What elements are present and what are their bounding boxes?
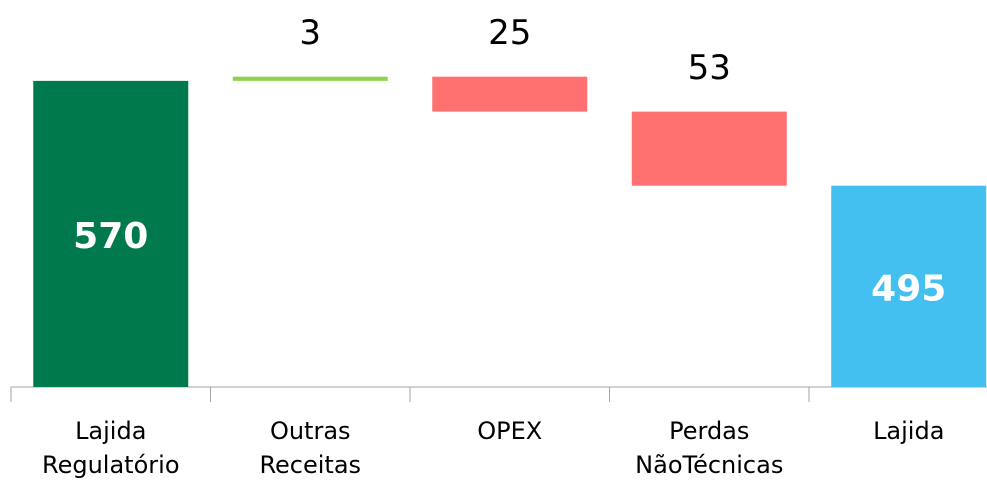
x-tick-label: Outras Receitas <box>259 417 361 479</box>
value-label: 570 <box>73 216 148 257</box>
x-tick-label: Lajida Regulatório <box>42 417 180 479</box>
value-label: 53 <box>688 48 731 88</box>
bar <box>631 111 787 186</box>
bar <box>33 80 189 387</box>
bar <box>232 76 388 81</box>
value-label: 495 <box>871 268 946 309</box>
x-tick-label: OPEX <box>477 417 542 445</box>
bar <box>831 185 987 387</box>
bar <box>432 76 588 112</box>
value-label: 3 <box>299 13 321 53</box>
x-tick-label: Perdas NãoTécnicas <box>635 417 783 479</box>
value-label: 25 <box>488 13 531 53</box>
x-tick-label: Lajida <box>873 417 944 445</box>
